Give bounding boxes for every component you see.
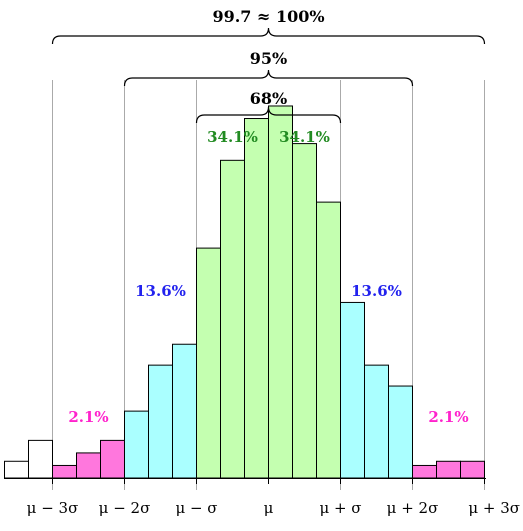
x-tick-label-1: μ − 2σ: [99, 499, 151, 517]
region-label-5: 2.1%: [428, 408, 468, 426]
histogram-bar-13: [316, 201, 341, 479]
histogram-bar-4: [100, 439, 125, 479]
brace-0: [51, 27, 486, 45]
brace-2: [195, 106, 342, 124]
histogram-bar-1: [28, 439, 53, 479]
histogram-bar-7: [172, 343, 197, 479]
x-tick-label-4: μ + σ: [319, 499, 361, 517]
histogram-bar-16: [388, 385, 413, 479]
x-tick-label-6: μ + 3σ: [468, 499, 520, 517]
brace-label-1: 95%: [250, 49, 287, 68]
histogram-bar-19: [460, 460, 485, 479]
region-label-2: 34.1%: [207, 128, 258, 146]
region-label-0: 2.1%: [68, 408, 108, 426]
region-label-1: 13.6%: [135, 282, 186, 300]
histogram-bar-5: [124, 410, 149, 479]
x-tick-label-5: μ + 2σ: [387, 499, 439, 517]
histogram-bar-8: [196, 247, 221, 479]
histogram-bar-15: [364, 364, 389, 479]
histogram-bar-11: [268, 105, 293, 479]
histogram-bar-0: [4, 460, 29, 479]
brace-label-0: 99.7 ≈ 100%: [212, 7, 324, 26]
histogram-bar-10: [244, 118, 269, 479]
region-label-4: 13.6%: [351, 282, 402, 300]
histogram-bar-18: [436, 460, 461, 479]
histogram-bar-6: [148, 364, 173, 479]
brace-label-2: 68%: [250, 89, 287, 108]
histogram-bar-2: [52, 464, 77, 479]
histogram-bar-14: [340, 301, 365, 479]
histogram-bar-3: [76, 452, 101, 479]
x-tick-label-2: μ − σ: [175, 499, 217, 517]
x-tick-label-3: μ: [264, 499, 274, 517]
region-label-3: 34.1%: [279, 128, 330, 146]
histogram-bar-17: [412, 464, 437, 479]
x-tick-label-0: μ − 3σ: [27, 499, 79, 517]
brace-1: [123, 69, 414, 87]
histogram-bar-9: [220, 159, 245, 479]
histogram-bar-12: [292, 143, 317, 479]
